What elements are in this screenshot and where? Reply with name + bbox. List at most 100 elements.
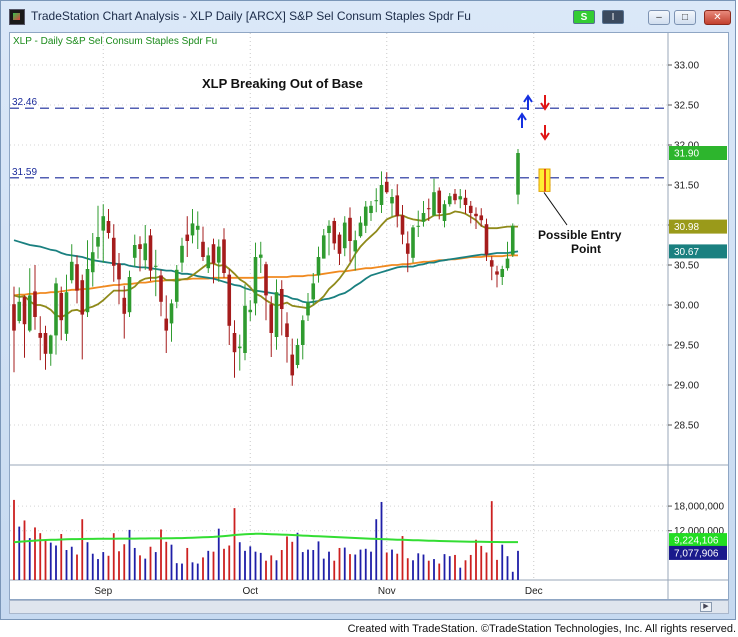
candle-body (379, 185, 384, 205)
price-tick-label: 30.00 (674, 301, 699, 312)
volume-bar (91, 553, 94, 580)
volume-bar (370, 551, 372, 580)
volume-bar (202, 557, 204, 580)
candle-body (117, 263, 121, 280)
candle-body (516, 153, 520, 195)
volume-bar (412, 560, 414, 580)
volume-bar (328, 551, 330, 580)
insert-menu-button[interactable]: I (602, 10, 624, 24)
symbol-link-button[interactable]: S (573, 10, 595, 24)
volume-bar (228, 545, 231, 580)
volume-bar (496, 559, 498, 580)
volume-bar (270, 555, 273, 580)
candle-body (174, 269, 179, 302)
blue-up-arrow-icon-head (517, 112, 527, 121)
price-tick-label: 31.50 (674, 181, 699, 192)
window-title: TradeStation Chart Analysis - XLP Daily … (31, 9, 471, 23)
volume-bar (249, 546, 252, 580)
volume-bar (464, 560, 467, 580)
candle-body (447, 196, 452, 205)
volume-bar (123, 544, 126, 580)
volume-bar (65, 550, 68, 580)
candle-body (180, 245, 184, 263)
candle-body (143, 243, 148, 261)
candle-body (169, 303, 174, 324)
candle-body (75, 264, 79, 291)
candle-body (216, 246, 221, 263)
volume-bar (160, 529, 162, 580)
candle-body (54, 283, 58, 336)
horizontal-scrollbar[interactable]: ▶ (9, 600, 729, 614)
candle-body (48, 335, 53, 354)
volume-bar (454, 554, 456, 580)
candle-body (369, 205, 373, 213)
price-last-value-tag: 30.67 (674, 247, 699, 258)
volume-bar (191, 562, 194, 580)
volume-bar (170, 544, 173, 580)
month-label-sep: Sep (94, 586, 112, 597)
volume-bar (406, 558, 409, 580)
candle-body (442, 204, 447, 221)
volume-bar (133, 547, 136, 580)
volume-bar (385, 552, 388, 580)
candle-body (285, 323, 289, 337)
volume-bar (259, 552, 262, 580)
volume-bar (401, 536, 404, 580)
volume-bar (139, 555, 141, 580)
candle-body (17, 301, 22, 321)
volume-bar (338, 547, 341, 580)
price-last-value-tag: 30.98 (674, 222, 699, 233)
candle-body (479, 215, 484, 221)
entry-leader-line (543, 192, 568, 226)
candle-body (22, 297, 27, 325)
candle-body (279, 289, 284, 309)
candle-body (243, 305, 247, 353)
volume-bar (307, 549, 309, 580)
candle-body (337, 234, 342, 254)
volume-bar (254, 551, 257, 580)
candle-body (111, 237, 116, 266)
volume-bar (422, 554, 425, 580)
candle-body (96, 237, 100, 247)
volume-bar (76, 554, 78, 580)
volume-bar (23, 520, 26, 580)
candle-body (258, 254, 263, 258)
candle-body (332, 221, 337, 244)
volume-bar (13, 499, 15, 580)
price-tick-label: 29.50 (674, 341, 699, 352)
candle-body (300, 320, 305, 345)
candle-body (106, 221, 111, 233)
entry-label-line2: Point (571, 242, 601, 256)
volume-bar (506, 556, 509, 580)
candle-body (358, 222, 363, 237)
candle-body (127, 277, 132, 313)
price-tick-label: 32.50 (674, 101, 699, 112)
volume-last-value-tag: 9,224,106 (674, 536, 719, 547)
volume-bar (349, 554, 351, 580)
candle-body (316, 257, 321, 276)
entry-label-line1: Possible Entry (538, 228, 622, 242)
candle-body (363, 206, 368, 226)
volume-bar (291, 541, 294, 580)
volume-bar (175, 563, 178, 580)
minimize-icon[interactable]: – (648, 10, 670, 25)
volume-bar (475, 539, 477, 580)
close-icon[interactable]: ✕ (704, 10, 731, 25)
candle-body (374, 200, 379, 202)
volume-bar (485, 552, 488, 580)
candle-body (159, 275, 163, 302)
candle-body (505, 258, 510, 269)
candle-body (500, 269, 505, 277)
price-tick-label: 29.00 (674, 381, 699, 392)
month-label-nov: Nov (378, 586, 396, 597)
scroll-right-icon[interactable]: ▶ (700, 602, 712, 612)
candle-body (232, 333, 237, 353)
red-down-arrow-icon-head (540, 132, 550, 141)
candle-body (237, 346, 242, 349)
candle-body (190, 223, 195, 236)
candle-body (101, 216, 106, 231)
price-last-value-tag: 31.90 (674, 149, 699, 160)
maximize-icon[interactable]: □ (674, 10, 696, 25)
